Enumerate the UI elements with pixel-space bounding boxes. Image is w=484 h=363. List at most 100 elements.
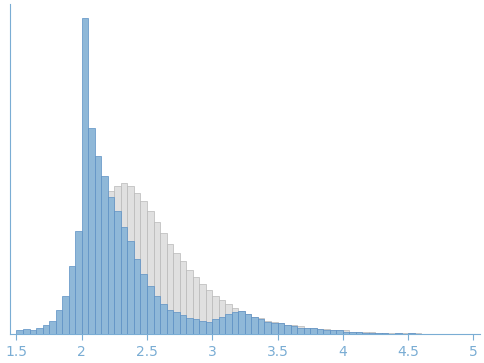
Bar xyxy=(264,322,271,334)
Bar xyxy=(290,325,297,334)
Bar xyxy=(153,296,160,334)
Bar xyxy=(166,244,173,334)
Bar xyxy=(173,313,180,334)
Bar xyxy=(356,332,363,334)
Bar xyxy=(82,18,88,334)
Bar xyxy=(206,290,212,334)
Bar xyxy=(16,330,23,334)
Bar xyxy=(160,233,166,334)
Bar xyxy=(310,327,317,334)
Bar xyxy=(330,330,336,334)
Bar xyxy=(238,311,245,334)
Bar xyxy=(297,327,303,334)
Bar xyxy=(284,325,290,334)
Bar xyxy=(101,176,108,334)
Bar xyxy=(56,310,62,334)
Bar xyxy=(369,333,376,334)
Bar xyxy=(226,314,232,334)
Bar xyxy=(147,211,153,334)
Bar xyxy=(186,270,193,334)
Bar xyxy=(323,329,330,334)
Bar xyxy=(166,310,173,334)
Bar xyxy=(336,330,343,334)
Bar xyxy=(317,329,323,334)
Bar xyxy=(389,333,395,334)
Bar xyxy=(147,286,153,334)
Bar xyxy=(160,304,166,334)
Bar xyxy=(173,253,180,334)
Bar xyxy=(382,333,389,334)
Bar xyxy=(75,231,82,334)
Bar xyxy=(36,327,43,334)
Bar xyxy=(140,274,147,334)
Bar xyxy=(303,327,310,334)
Bar xyxy=(134,259,140,334)
Bar xyxy=(134,193,140,334)
Bar xyxy=(206,322,212,334)
Bar xyxy=(245,314,251,334)
Bar xyxy=(376,333,382,334)
Bar xyxy=(245,314,251,334)
Bar xyxy=(114,186,121,334)
Bar xyxy=(49,321,56,334)
Bar xyxy=(349,332,356,334)
Bar xyxy=(193,319,199,334)
Bar xyxy=(23,329,30,334)
Bar xyxy=(95,155,101,334)
Bar xyxy=(336,330,343,334)
Bar xyxy=(121,227,127,334)
Bar xyxy=(363,332,369,334)
Bar xyxy=(271,323,277,334)
Bar xyxy=(343,332,349,334)
Bar xyxy=(277,323,284,334)
Bar xyxy=(199,321,206,334)
Bar xyxy=(193,277,199,334)
Bar xyxy=(264,321,271,334)
Bar xyxy=(363,333,369,334)
Bar xyxy=(330,330,336,334)
Bar xyxy=(369,332,376,334)
Bar xyxy=(303,327,310,334)
Bar xyxy=(43,325,49,334)
Bar xyxy=(297,326,303,334)
Bar xyxy=(317,329,323,334)
Bar xyxy=(251,317,258,334)
Bar xyxy=(415,333,421,334)
Bar xyxy=(402,333,408,334)
Bar xyxy=(271,322,277,334)
Bar xyxy=(376,333,382,334)
Bar xyxy=(382,333,389,334)
Bar xyxy=(140,201,147,334)
Bar xyxy=(180,261,186,334)
Bar xyxy=(212,296,219,334)
Bar xyxy=(114,211,121,334)
Bar xyxy=(212,319,219,334)
Bar xyxy=(219,317,226,334)
Bar xyxy=(121,183,127,334)
Bar xyxy=(232,308,238,334)
Bar xyxy=(395,333,402,334)
Bar xyxy=(180,315,186,334)
Bar xyxy=(238,311,245,334)
Bar xyxy=(258,319,264,334)
Bar xyxy=(356,332,363,334)
Bar xyxy=(219,300,226,334)
Bar xyxy=(343,330,349,334)
Bar xyxy=(186,318,193,334)
Bar xyxy=(30,330,36,334)
Bar xyxy=(310,327,317,334)
Bar xyxy=(349,332,356,334)
Bar xyxy=(258,318,264,334)
Bar xyxy=(153,221,160,334)
Bar xyxy=(408,333,415,334)
Bar xyxy=(127,241,134,334)
Bar xyxy=(232,313,238,334)
Bar xyxy=(108,197,114,334)
Bar xyxy=(108,191,114,334)
Bar xyxy=(251,317,258,334)
Bar xyxy=(226,304,232,334)
Bar xyxy=(323,330,330,334)
Bar xyxy=(69,266,75,334)
Bar xyxy=(408,333,415,334)
Bar xyxy=(277,323,284,334)
